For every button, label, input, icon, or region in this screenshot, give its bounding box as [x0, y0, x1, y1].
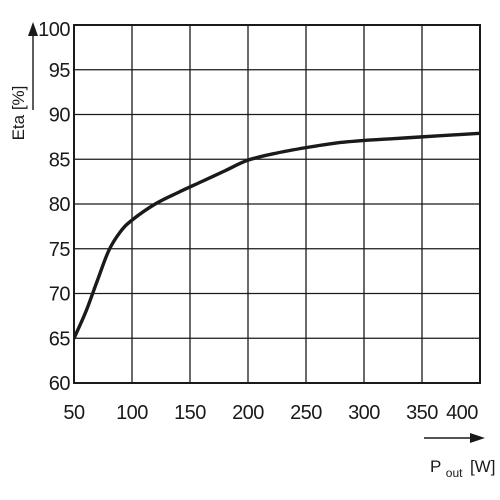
plot-frame — [73, 24, 481, 384]
x-tick-label: 300 — [348, 402, 380, 424]
x-axis-arrow — [424, 433, 485, 443]
x-tick-label: 100 — [116, 402, 148, 424]
y-tick-label: 60 — [49, 373, 71, 395]
x-tick-label: 250 — [290, 402, 322, 424]
x-tick-labels: 50 100 150 200 250 300 350 400 — [63, 402, 478, 424]
series-group — [74, 131, 480, 340]
x-axis-title: P out [W] — [430, 457, 495, 481]
x-axis-title-sub: out — [446, 466, 463, 480]
y-axis-title-group: Eta [%] — [9, 86, 28, 141]
y-tick-label: 90 — [49, 105, 71, 127]
x-axis-title-main: P — [430, 457, 441, 476]
y-tick-label: 75 — [49, 239, 71, 261]
y-tick-label: 95 — [49, 60, 71, 82]
x-tick-label: 400 — [446, 402, 478, 424]
grid — [73, 24, 481, 384]
x-axis-title-unit: [W] — [470, 457, 496, 476]
y-tick-label: 85 — [49, 149, 71, 171]
y-tick-label: 70 — [49, 284, 71, 306]
efficiency-series-line — [74, 131, 480, 340]
y-axis-arrow — [28, 22, 38, 110]
y-axis-title: Eta [%] — [9, 86, 28, 141]
y-tick-label: 100 — [38, 19, 70, 41]
x-tick-label: 150 — [174, 402, 206, 424]
x-tick-label: 50 — [63, 402, 85, 424]
y-tick-label: 80 — [49, 194, 71, 216]
y-tick-label: 65 — [49, 328, 71, 350]
x-tick-label: 200 — [232, 402, 264, 424]
x-tick-label: 350 — [406, 402, 438, 424]
y-tick-labels: 60 65 70 75 80 85 90 95 100 — [38, 19, 71, 395]
